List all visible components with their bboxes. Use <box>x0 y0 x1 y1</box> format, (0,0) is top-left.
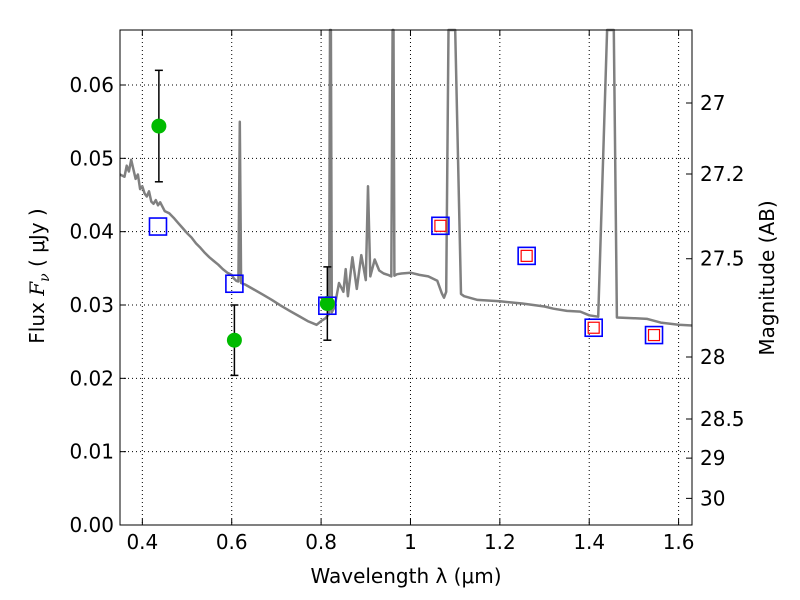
observed-point <box>226 332 242 348</box>
y-tick-label: 0.00 <box>69 513 114 537</box>
y2-tick-label: 27 <box>700 91 725 115</box>
model-photometry-square <box>431 216 450 236</box>
x-axis-label: Wavelength λ (μm) <box>310 564 501 588</box>
model-photometry-square <box>584 318 603 338</box>
x-tick-label: 0.6 <box>216 530 248 554</box>
x-tick-label: 1 <box>404 530 417 554</box>
grid-lines <box>120 30 692 526</box>
x-tick-label: 1.4 <box>573 530 605 554</box>
model-photometry-square <box>318 296 337 316</box>
observed-points <box>151 118 335 348</box>
x-tick-label: 0.8 <box>305 530 337 554</box>
y-axis-label-suffix: ( μJy ) <box>25 208 49 273</box>
y2-tick-label: 27.5 <box>700 247 745 271</box>
y-tick-label: 0.04 <box>69 220 114 244</box>
model-spectrum-series <box>119 28 693 327</box>
y2-axis-label: Magnitude (AB) <box>755 200 779 355</box>
y2-tick-label: 30 <box>700 486 725 510</box>
error-bars <box>154 69 332 377</box>
y-tick-label: 0.05 <box>69 146 114 170</box>
model-photometry-inner-square <box>520 249 533 262</box>
observed-point <box>151 118 167 134</box>
x-tick-label: 0.4 <box>126 530 158 554</box>
y-tick-label: 0.02 <box>69 366 114 390</box>
y2-axis-ticks: 27 27.2 27.5 28 28.5 29 30 <box>686 91 745 510</box>
x-axis-ticks: 0.4 0.6 0.8 1 1.2 1.4 1.6 <box>126 30 695 554</box>
y-axis-label-symbol: F <box>25 281 49 297</box>
y2-tick-label: 28.5 <box>700 407 745 431</box>
y-axis-ticks: 0.00 0.01 0.02 0.03 0.04 0.05 0.06 <box>69 73 126 537</box>
model-photometry-inner-square <box>587 321 600 334</box>
y2-tick-label: 29 <box>700 446 725 470</box>
model-photometry-inner-square <box>647 328 661 342</box>
y-tick-label: 0.03 <box>69 293 114 317</box>
y-axis-label-subscript: ν <box>37 273 53 282</box>
model-photometry-points <box>148 216 664 345</box>
model-photometry-square <box>644 325 664 345</box>
y-axis-label: Flux Fν ( μJy ) <box>25 208 53 343</box>
model-photometry-inner-square <box>434 219 447 232</box>
model-photometry-square <box>517 246 536 266</box>
y2-tick-label: 28 <box>700 345 725 369</box>
x-tick-label: 1.2 <box>484 530 516 554</box>
model-photometry-square <box>225 274 244 294</box>
y-tick-label: 0.01 <box>69 440 114 464</box>
plot-frame <box>119 29 693 526</box>
y-tick-label: 0.06 <box>69 73 114 97</box>
y2-tick-label: 27.2 <box>700 162 745 186</box>
model-photometry-square <box>148 217 168 236</box>
x-tick-label: 1.6 <box>663 530 695 554</box>
y-axis-label-prefix: Flux <box>25 296 49 344</box>
observed-point <box>319 296 335 312</box>
model-spectrum-line <box>119 28 693 327</box>
